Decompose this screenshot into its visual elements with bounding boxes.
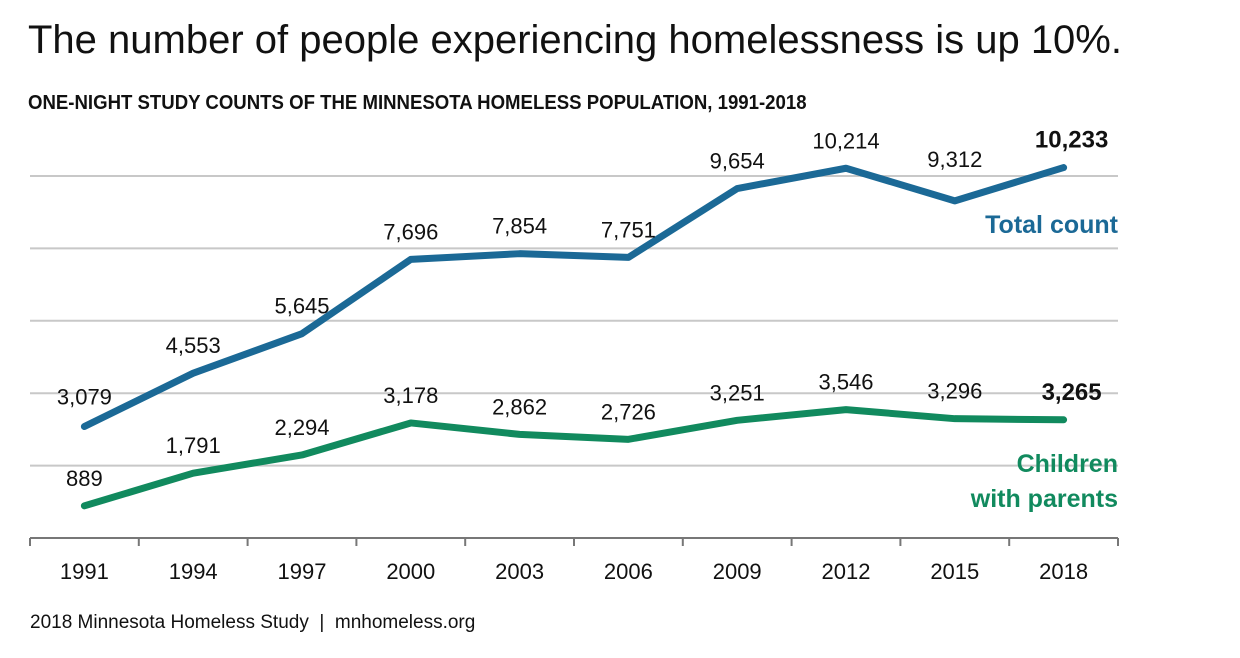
data-label: 4,553	[166, 333, 221, 358]
chart-subtitle: ONE-NIGHT STUDY COUNTS OF THE MINNESOTA …	[28, 92, 807, 114]
series-line-children	[80, 406, 1068, 510]
data-label: 7,696	[383, 219, 438, 244]
data-label: 3,546	[818, 370, 873, 395]
data-label: 889	[66, 466, 103, 491]
data-label: 9,654	[710, 149, 765, 174]
data-label: 2,294	[274, 415, 329, 440]
data-label: 2,862	[492, 394, 547, 419]
x-tick-label: 1997	[278, 559, 327, 584]
data-label: 7,854	[492, 214, 547, 239]
x-tick-label: 2006	[604, 559, 653, 584]
series-line-total	[80, 164, 1068, 431]
series-name-children: with parents	[970, 485, 1118, 513]
data-label: 3,079	[57, 385, 112, 410]
source-note: 2018 Minnesota Homeless Study | mnhomele…	[30, 612, 476, 633]
data-label: 3,251	[710, 380, 765, 405]
x-tick-label: 1991	[60, 559, 109, 584]
x-tick-label: 2018	[1039, 559, 1088, 584]
data-label: 5,645	[274, 294, 329, 319]
x-tick-label: 2000	[386, 559, 435, 584]
x-tick-label: 2003	[495, 559, 544, 584]
x-tick-label: 2012	[822, 559, 871, 584]
x-tick-label: 1994	[169, 559, 218, 584]
data-label: 9,312	[927, 147, 982, 172]
data-label: 10,214	[812, 128, 879, 153]
data-label: 3,296	[927, 379, 982, 404]
series-name-children: Children	[1017, 450, 1118, 478]
data-label: 1,791	[166, 433, 221, 458]
series-name-total: Total count	[985, 211, 1119, 239]
data-label: 7,751	[601, 217, 656, 242]
x-tick-label: 2015	[930, 559, 979, 584]
data-label: 2,726	[601, 399, 656, 424]
data-label: 3,265	[1042, 379, 1102, 406]
x-tick-label: 2009	[713, 559, 762, 584]
data-label: 3,178	[383, 383, 438, 408]
chart-title: The number of people experiencing homele…	[28, 18, 1122, 62]
data-label: 10,233	[1035, 127, 1108, 154]
